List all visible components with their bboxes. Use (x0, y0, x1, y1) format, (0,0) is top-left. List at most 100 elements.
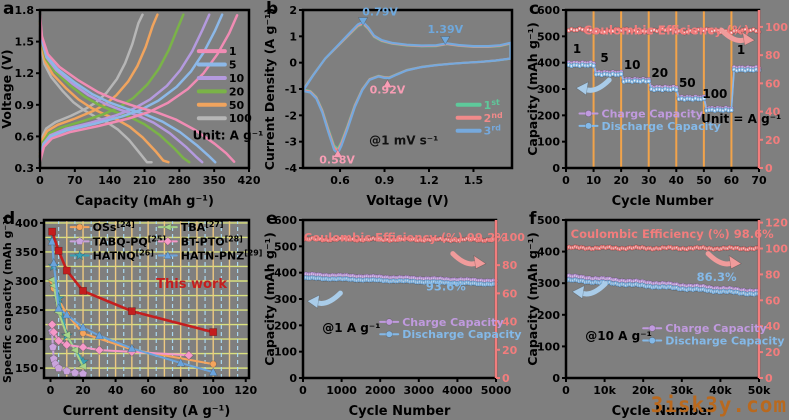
legend-label: 10 (229, 72, 245, 85)
annotations: Coulombic Efficiency (%)15 1020501001Unit… (573, 23, 781, 125)
x-tick-label: 280 (168, 174, 191, 187)
marker-bead (736, 29, 738, 32)
panel-b: b 0.6 0.9 1.2 1.5 -4 -3 -2 -1 0 1 2 Voltage (V) Curr… (263, 0, 526, 210)
x-tick-label: 0.9 (375, 174, 395, 187)
x-tick-label: 60 (140, 384, 156, 397)
series-line (38, 18, 191, 164)
marker (69, 345, 79, 355)
panel-e: e 0 1000 2000 3000 4000 5000 0 100 200 300 400 500 6… (263, 209, 526, 420)
swoosh-head (742, 31, 756, 46)
marker-bead (747, 29, 749, 32)
legend-label: HATNQ[26] (93, 249, 154, 263)
x-tick-label: 140 (98, 174, 121, 187)
annotation-text: 100 (702, 87, 727, 101)
marker (648, 324, 656, 332)
marker-bead (653, 29, 656, 31)
swoosh-arrow (705, 251, 742, 270)
y-tick-label: 0 (552, 162, 560, 175)
marker-bead (656, 88, 658, 91)
marker-bead (749, 29, 752, 32)
y-axis-title: Current Density (A g⁻¹) (263, 8, 277, 171)
marker-bead (578, 27, 581, 30)
marker-bead (752, 69, 755, 72)
panel-c-chart: 0 10 20 30 40 50 60 700100200300400500600020406… (526, 4, 788, 209)
y2-tick-label: 100 (765, 242, 788, 255)
marker-bead (705, 28, 708, 31)
arrow-marker (382, 79, 393, 89)
y2-tick-label: 40 (765, 320, 781, 333)
axes: 0 1000 2000 3000 4000 50000100200300400500600… (263, 214, 525, 419)
marker-bead (603, 30, 606, 33)
marker (163, 236, 173, 246)
x-tick-label: 40 (669, 174, 685, 187)
x-tick-label: 0 (47, 384, 55, 397)
marker-bead (672, 29, 675, 32)
y-tick-label: 300 (537, 277, 560, 290)
swoosh-arrow (450, 251, 487, 270)
series-line (38, 24, 153, 164)
series-line (38, 13, 185, 159)
annotation-text: Unit = A g⁻¹ (701, 112, 781, 126)
marker-bead (675, 31, 678, 33)
axes: 0 10k 20k 30k 40k 50k010020030040050002040608… (526, 214, 788, 419)
marker-bead (733, 29, 736, 32)
annotation-text: 93.6% (426, 279, 466, 293)
marker-bead (656, 30, 658, 32)
axes: 0 20 40 60 80 100 120 150 200 250 300 350 400 Current… (1, 215, 258, 419)
arrow-marker (440, 36, 451, 46)
marker-bead (678, 30, 680, 32)
x-axis-title: Cycle Number (612, 194, 714, 209)
y-axis-title: Specific capacity (mAh g⁻¹) (1, 215, 14, 383)
annotation-text: @1 mV s⁻¹ (369, 133, 438, 147)
x-tick-label: 0 (562, 384, 570, 397)
marker-bead (713, 29, 716, 32)
marker-bead (567, 29, 570, 32)
x-axis-title: Current density (A g⁻¹) (63, 404, 231, 419)
marker-bead (620, 73, 623, 76)
y-tick-label: 200 (15, 333, 38, 346)
marker-bead (713, 109, 716, 112)
annotation-text: @10 A g⁻¹ (585, 329, 652, 343)
marker-bead (680, 97, 683, 100)
y-axis-title: Capacity (mAh g⁻¹) (526, 22, 540, 156)
annotation-text: This work (156, 277, 227, 292)
series-line (301, 20, 512, 155)
annotation-text: Coulombic Efficiency (%) 98.6% (571, 227, 775, 241)
marker (54, 303, 64, 312)
swoosh-head (728, 255, 742, 270)
marker-bead (755, 68, 758, 71)
marker-bead (636, 30, 639, 33)
y2-tick-label: 0 (765, 372, 773, 385)
marker-bead (730, 109, 733, 112)
y-tick-label: 100 (537, 340, 560, 353)
x-tick-label: 1.5 (464, 174, 484, 187)
marker (61, 340, 72, 350)
y-tick-label: 400 (274, 267, 297, 280)
legend-label: Charge Capacity (602, 107, 703, 120)
plot-frame (564, 218, 761, 380)
marker-bead (589, 29, 592, 32)
marker-bead (752, 28, 755, 31)
swoosh-arrow (575, 77, 612, 96)
marker (62, 366, 72, 375)
marker-bead (584, 64, 587, 67)
annotation-text: 5 (600, 51, 608, 65)
marker-bead (697, 28, 700, 31)
annotations: Unit: A g⁻¹ (193, 129, 263, 143)
panel-e-chart: 0 1000 2000 3000 4000 50000100200300400500600… (263, 214, 525, 419)
legend-label: 2nd (484, 111, 503, 125)
y-tick-label: 1.2 (15, 67, 35, 80)
x-tick-label: 40k (709, 384, 732, 397)
x-tick-label: 0.6 (330, 174, 350, 187)
x-axis-title: Capacity (mAh g⁻¹) (75, 194, 214, 209)
x-tick-label: 0 (299, 384, 307, 397)
annotation-text: @1 A g⁻¹ (322, 321, 380, 335)
marker (78, 342, 88, 353)
series (301, 20, 512, 155)
marker-bead (650, 29, 653, 32)
annotation-text: 1 (573, 42, 581, 56)
marker-bead (631, 80, 634, 83)
annotation-text: 20 (651, 66, 668, 80)
